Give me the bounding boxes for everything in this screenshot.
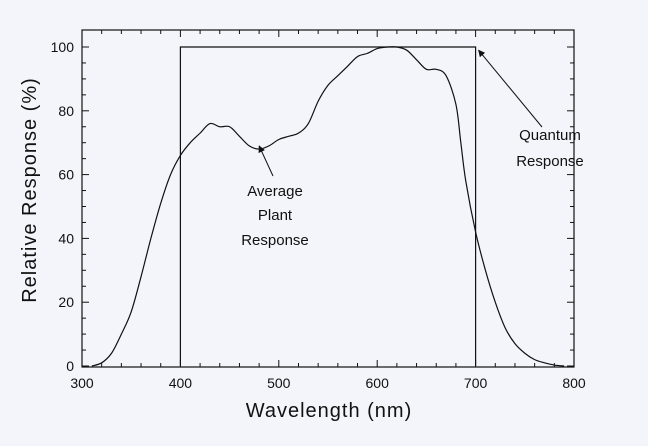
annotation-text: Average	[247, 183, 303, 200]
x-tick-label: 500	[267, 375, 291, 391]
annotation-arrow	[258, 145, 274, 177]
series-quantum-response	[179, 46, 477, 366]
annotation-text: Response	[241, 232, 309, 249]
y-tick-label: 40	[58, 230, 74, 246]
annotation-text: Response	[516, 153, 584, 170]
plot-frame	[81, 29, 575, 368]
y-tick-label: 0	[66, 358, 74, 374]
x-tick-label: 600	[366, 375, 390, 391]
x-tick-label: 400	[169, 375, 193, 391]
x-tick-label: 300	[70, 375, 94, 391]
series-average-plant-response	[91, 46, 565, 367]
y-tick-label: 100	[51, 39, 75, 55]
annotation-text: Quantum	[519, 127, 581, 144]
annotation-text: Plant	[258, 207, 293, 224]
annotation-arrow	[478, 49, 543, 128]
y-tick-label: 60	[58, 167, 74, 183]
y-tick-label: 80	[58, 103, 74, 119]
x-tick-label: 700	[464, 375, 488, 391]
y-tick-label: 20	[58, 294, 74, 310]
x-axis-title: Wavelength (nm)	[246, 400, 413, 422]
y-axis-title: Relative Response (%)	[19, 77, 41, 303]
x-tick-label: 800	[562, 375, 586, 391]
